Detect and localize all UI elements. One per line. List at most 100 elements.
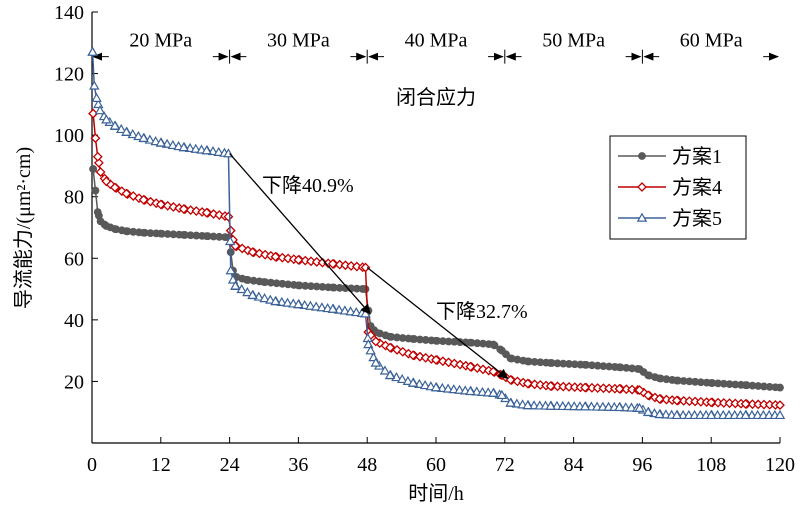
drop-annotation: 下降32.7%: [436, 300, 528, 323]
y-tick-label: 120: [54, 64, 84, 86]
data-point: [310, 301, 322, 311]
data-point: [430, 382, 442, 392]
data-point: [535, 380, 546, 390]
data-point: [634, 402, 645, 412]
stage-axis-label: 闭合应力: [396, 86, 476, 109]
data-point: [224, 235, 236, 246]
legend-label: 方案1: [672, 145, 722, 168]
y-tick-label: 40: [64, 310, 84, 332]
drop-arrow: [229, 153, 371, 315]
data-point: [705, 409, 717, 420]
data-point: [655, 374, 664, 383]
data-point: [654, 408, 665, 419]
data-point: [90, 133, 101, 144]
data-point: [370, 336, 381, 347]
data-point: [167, 139, 179, 150]
stage-label: 60 MPa: [680, 30, 743, 52]
data-point: [242, 275, 251, 284]
data-point: [498, 346, 506, 355]
y-tick-label: 140: [54, 2, 84, 24]
data-point: [133, 130, 144, 141]
data-point: [93, 208, 102, 217]
stage-label: 30 MPa: [267, 30, 330, 52]
x-tick-label: 12: [151, 454, 171, 476]
x-tick-label: 72: [495, 454, 515, 476]
data-point: [317, 257, 328, 268]
data-point: [156, 229, 165, 238]
data-point: [489, 340, 498, 349]
data-point: [506, 354, 515, 363]
x-tick-label: 0: [87, 454, 97, 476]
stage-band: 20 MPa 30 MPa 40 MPa 50 MPa 60 MPa: [92, 30, 779, 64]
data-point: [270, 295, 281, 306]
drop-arrow: [366, 267, 509, 379]
x-tick-label: 36: [288, 454, 308, 476]
legend-marker: [637, 182, 647, 192]
data-point: [644, 371, 653, 380]
data-point: [202, 232, 211, 241]
data-point: [101, 176, 112, 187]
data-point: [247, 247, 258, 258]
data-point: [339, 305, 351, 315]
data-point: [283, 253, 293, 264]
data-point: [465, 361, 476, 372]
data-point: [93, 98, 104, 109]
data-point: [442, 383, 454, 393]
data-point: [270, 251, 281, 262]
y-tick-label: 80: [64, 187, 84, 209]
data-point: [614, 383, 625, 394]
data-point: [155, 199, 166, 210]
data-point: [293, 254, 304, 265]
data-point: [396, 373, 408, 384]
data-point: [91, 92, 102, 102]
data-point: [488, 387, 499, 397]
data-point: [351, 261, 362, 272]
legend-label: 方案4: [672, 176, 722, 199]
data-point: [328, 283, 337, 292]
data-point: [477, 386, 488, 396]
y-tick-label: 100: [54, 125, 84, 147]
data-point: [95, 167, 106, 178]
data-point: [671, 395, 682, 406]
data-point: [327, 258, 338, 269]
data-point: [465, 385, 476, 396]
stage-label: 40 MPa: [405, 30, 468, 52]
data-point: [496, 389, 508, 400]
drop-annotation: 下降40.9%: [262, 174, 354, 197]
data-point: [466, 338, 475, 347]
data-point: [545, 381, 556, 391]
legend-marker: [636, 212, 648, 222]
data-point: [294, 281, 303, 290]
data-point: [327, 303, 339, 313]
x-tick-label: 48: [357, 454, 377, 476]
data-point: [408, 350, 418, 361]
data-point: [488, 366, 499, 377]
data-point: [259, 293, 270, 303]
data-point: [213, 146, 224, 156]
data-point: [201, 145, 212, 155]
series-layer: [87, 46, 786, 420]
data-point: [102, 222, 111, 230]
data-point: [351, 306, 362, 317]
data-point: [579, 401, 591, 411]
x-tick-label: 120: [765, 454, 795, 476]
stage-label: 20 MPa: [129, 30, 192, 52]
stage-label: 50 MPa: [542, 30, 605, 52]
data-point: [361, 285, 370, 293]
data-point: [776, 383, 784, 392]
data-point: [775, 400, 785, 411]
data-point: [89, 80, 100, 90]
data-point: [101, 114, 112, 124]
data-point: [306, 256, 316, 267]
data-point: [96, 217, 105, 226]
series-1: [89, 165, 784, 392]
data-point: [150, 136, 161, 146]
data-point: [305, 300, 316, 310]
data-point: [505, 397, 516, 407]
data-point: [774, 409, 786, 420]
data-point: [94, 105, 106, 115]
data-point: [111, 225, 119, 233]
y-tick-label: 20: [64, 371, 84, 393]
annotations: 下降40.9% 下降32.7%: [229, 153, 528, 379]
